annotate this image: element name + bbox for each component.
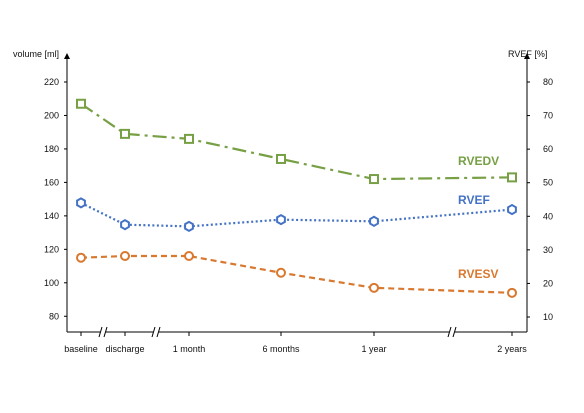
x-axis-break-gap [100,327,106,337]
series-label-rvedv: RVEDV [458,154,499,168]
data-point-rvesv [76,252,86,263]
chart-axes: 80 100 120 140 160 180 200 220 10 20 30 40 50 60 70 80 b… [44,53,553,354]
series-label-rvef: RVEF [458,193,490,207]
y-right-tick-label: 20 [543,278,553,288]
data-point-rvef [184,220,194,233]
data-point-rvedv [507,172,517,183]
y-axis-right-label: RVEF [%] [508,49,547,59]
x-axis-break-mark [103,326,108,338]
data-point-rvesv [120,251,130,262]
x-axis-break-mark [447,326,452,338]
data-point-rvedv [276,153,286,164]
y-right-tick-label: 70 [543,111,553,121]
series-line-rvedv [80,102,513,181]
x-tick-label: 1 year [361,344,386,354]
series-line-rvef [80,201,513,228]
x-tick-label: 1 month [173,344,206,354]
data-point-rvesv [369,282,379,293]
data-point-rvesv [507,287,517,298]
x-tick-label: 6 months [262,344,300,354]
data-point-rvedv [76,98,86,109]
x-tick-label: 2 years [497,344,527,354]
x-tick-label: baseline [64,344,98,354]
y-axis-left-label: volume [ml] [13,49,59,59]
y-left-tick-label: 80 [49,311,59,321]
x-axis-break-mark [452,326,457,338]
x-tick-label: discharge [105,344,144,354]
y-right-tick-label: 30 [543,245,553,255]
y-right-tick-label: 50 [543,178,553,188]
data-point-rvesv [184,251,194,262]
data-point-rvef [120,219,130,231]
data-point-rvedv [369,174,379,185]
series-line-rvesv [80,254,513,294]
x-axis-break-gap [153,327,159,337]
data-point-rvef [507,203,517,216]
y-right-tick-label: 40 [543,211,553,221]
y-left-tick-label: 140 [44,211,59,221]
y-left-tick-label: 180 [44,144,59,154]
y-left-tick-label: 120 [44,244,59,254]
y-left-tick-label: 200 [44,110,59,120]
data-point-rvef [276,213,286,226]
y-right-tick-label: 10 [543,312,553,322]
x-axis-break-mark [98,326,103,338]
x-axis-break-mark [156,326,161,338]
data-point-rvedv [120,128,130,139]
data-point-rvef [76,197,86,209]
y-axis-left-arrow [64,53,70,59]
y-right-tick-label: 60 [543,144,553,154]
x-axis-break-mark [151,326,156,338]
data-point-rvedv [184,133,194,144]
series-label-rvesv: RVESV [458,267,498,281]
data-point-rvef [369,215,379,227]
y-left-tick-label: 160 [44,177,59,187]
data-point-rvesv [276,267,286,278]
x-axis-break-gap [449,327,455,337]
y-axis-right-arrow [524,53,530,59]
y-right-tick-label: 80 [543,77,553,87]
y-left-tick-label: 100 [44,278,59,288]
chart-series: RVEDV RVEF RVESV [76,98,517,298]
y-left-tick-label: 220 [44,77,59,87]
